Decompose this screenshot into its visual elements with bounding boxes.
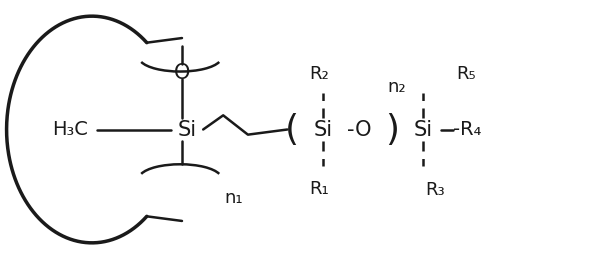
Text: -O: -O — [348, 119, 372, 140]
Text: Si: Si — [177, 119, 196, 140]
Text: ): ) — [385, 112, 399, 147]
Text: R₂: R₂ — [309, 65, 329, 83]
Text: O: O — [174, 63, 190, 83]
Text: Si: Si — [314, 119, 333, 140]
Text: R₃: R₃ — [425, 181, 445, 199]
Text: (: ( — [285, 112, 299, 147]
Text: R₅: R₅ — [456, 65, 476, 83]
Text: -R₄: -R₄ — [453, 120, 481, 139]
Text: Si: Si — [414, 119, 433, 140]
Text: n₁: n₁ — [224, 189, 243, 207]
Text: n₂: n₂ — [387, 78, 405, 96]
Text: H₃C: H₃C — [52, 120, 88, 139]
Text: R₁: R₁ — [309, 180, 329, 198]
